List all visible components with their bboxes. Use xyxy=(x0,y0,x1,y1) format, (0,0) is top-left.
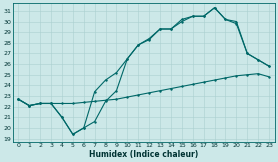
X-axis label: Humidex (Indice chaleur): Humidex (Indice chaleur) xyxy=(89,150,198,159)
